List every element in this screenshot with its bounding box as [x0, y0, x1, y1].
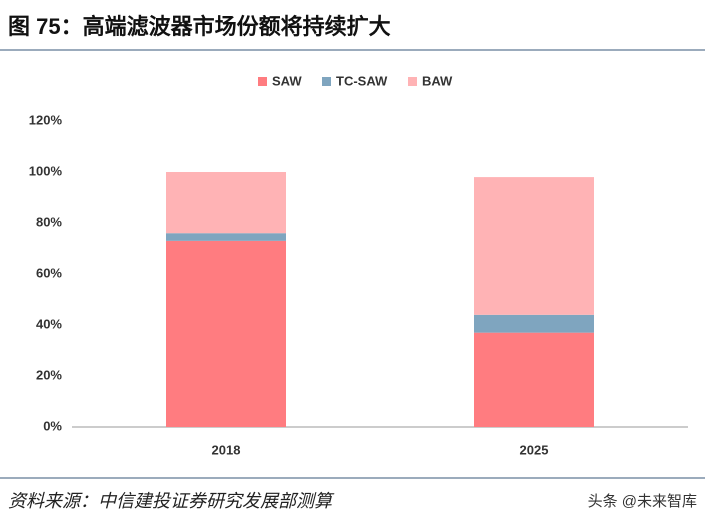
legend-swatch: [258, 77, 267, 86]
bar-segment: [166, 172, 286, 234]
bar-segment: [166, 233, 286, 241]
legend-label: SAW: [272, 73, 302, 88]
legend-label: BAW: [422, 73, 453, 88]
source: 资料来源：中信建投证券研究发展部测算: [8, 491, 335, 511]
bar-segment: [166, 240, 286, 427]
x-tick-label: 2018: [212, 442, 241, 457]
bar-segment: [474, 332, 594, 427]
y-tick-label: 100%: [29, 163, 63, 178]
y-tick-label: 0%: [43, 418, 62, 433]
legend-swatch: [408, 77, 417, 86]
y-tick-label: 120%: [29, 112, 63, 127]
watermark: 头条 @未来智库: [588, 492, 697, 510]
bar-segment: [474, 177, 594, 315]
y-tick-label: 60%: [36, 265, 62, 280]
bar-segment: [474, 314, 594, 333]
y-tick-label: 20%: [36, 367, 62, 382]
y-tick-label: 80%: [36, 214, 62, 229]
legend-label: TC-SAW: [336, 73, 388, 88]
title: 图 75：高端滤波器市场份额将持续扩大: [8, 14, 391, 39]
x-tick-label: 2025: [520, 442, 549, 457]
y-tick-label: 40%: [36, 316, 62, 331]
legend-swatch: [322, 77, 331, 86]
